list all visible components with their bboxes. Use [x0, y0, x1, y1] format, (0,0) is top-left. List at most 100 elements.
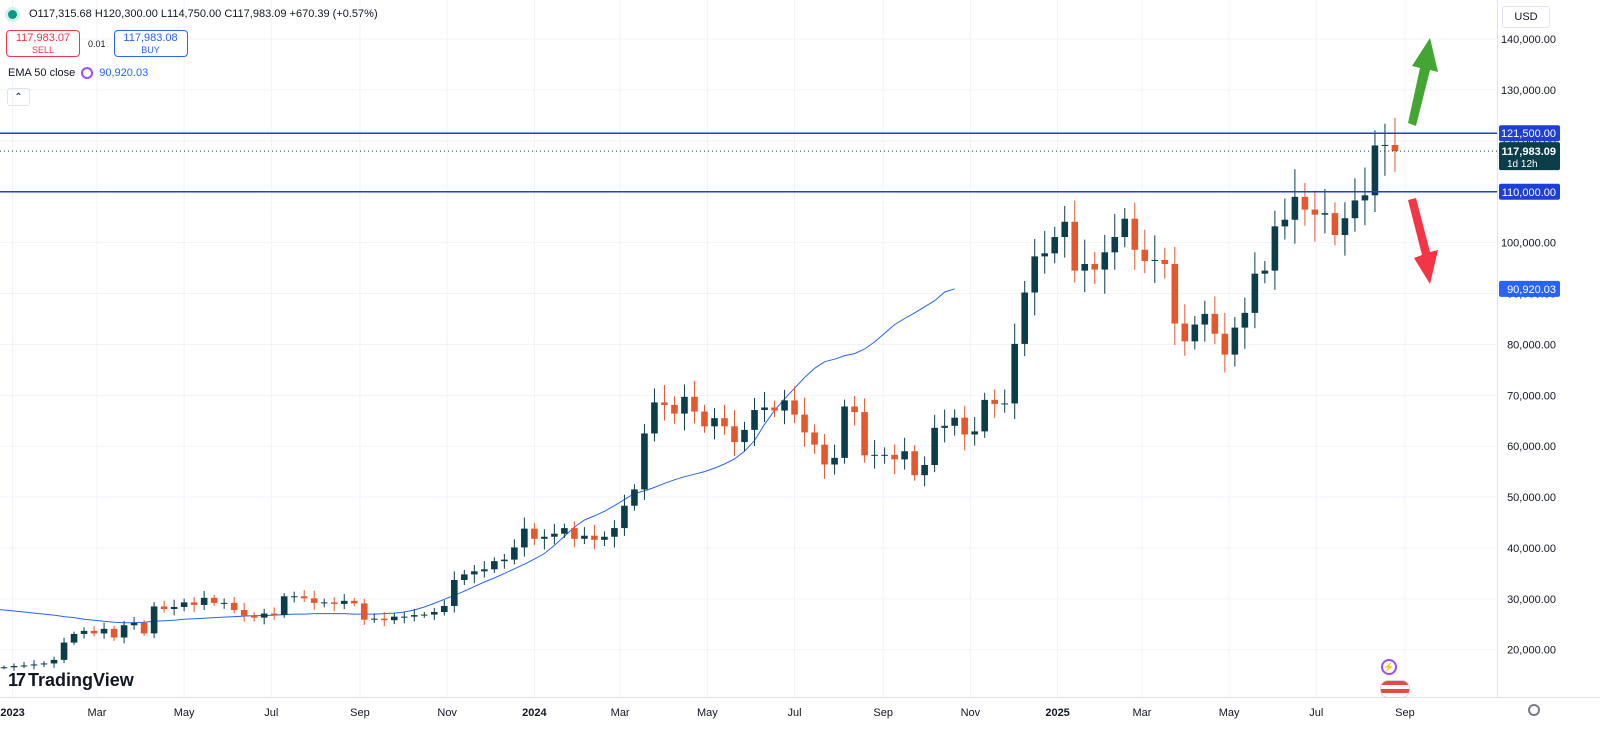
candle-body — [1291, 196, 1299, 220]
candle — [0, 665, 8, 670]
candle-body — [1121, 218, 1129, 238]
candle-body — [531, 528, 538, 539]
price-tick-label: 30,000.00 — [1507, 594, 1556, 606]
ema-legend[interactable]: EMA 50 close 90,920.03 — [8, 67, 148, 79]
candle-body — [1311, 209, 1319, 215]
buy-price: 117,983.08 — [123, 31, 178, 44]
tradingview-logo[interactable]: 17 TradingView — [8, 670, 134, 691]
candle-body — [461, 574, 468, 580]
candle — [1331, 202, 1339, 246]
candle — [651, 388, 658, 442]
arrow-down-annotation — [1408, 198, 1438, 284]
candle — [971, 417, 978, 446]
candle-body — [1071, 221, 1079, 271]
candle-body — [1161, 259, 1169, 265]
candle-body — [921, 464, 928, 476]
candle — [330, 597, 338, 612]
time-tick-label: Jul — [788, 707, 802, 719]
candle — [681, 384, 688, 431]
candle — [1221, 312, 1229, 373]
candle — [901, 437, 908, 470]
candle-body — [881, 454, 888, 456]
candle — [541, 529, 548, 550]
candle-body — [110, 628, 118, 638]
candle — [280, 593, 288, 618]
candle — [1231, 317, 1239, 367]
candle-body — [931, 427, 938, 465]
candle — [410, 608, 418, 622]
candle-body — [911, 451, 918, 476]
candle — [861, 398, 868, 463]
chevron-up-icon: ⌃ — [14, 91, 23, 103]
candle-body — [731, 426, 738, 443]
candle-body — [1061, 221, 1069, 238]
candle — [1141, 229, 1149, 274]
candle-body — [1341, 218, 1349, 236]
price-tick-label: 100,000.00 — [1501, 238, 1556, 250]
currency-selector[interactable]: USD — [1502, 6, 1550, 28]
candle — [441, 600, 448, 616]
candle — [741, 421, 748, 452]
candle-body — [370, 618, 378, 620]
candle-body — [951, 417, 958, 426]
candle-body — [200, 597, 208, 605]
time-tick-label: Sep — [1395, 707, 1415, 719]
candle — [771, 400, 778, 418]
candle — [320, 598, 328, 608]
candle — [511, 539, 518, 565]
candle-body — [811, 432, 818, 445]
time-axis[interactable]: 2023 Mar May Jul Sep Nov 2024 Mar May Jul Sep Nov 20… — [0, 697, 1600, 738]
gear-icon[interactable] — [1528, 704, 1540, 716]
time-tick-label: Jul — [1309, 707, 1323, 719]
candle-body — [1131, 218, 1139, 250]
buy-button[interactable]: 117,983.08 BUY — [113, 30, 188, 57]
tradingview-mark-icon: 17 — [8, 670, 26, 690]
candle — [390, 613, 398, 625]
time-tick-label: 2023 — [0, 707, 24, 719]
candle — [10, 663, 18, 671]
candle-body — [751, 410, 758, 430]
market-status-icon — [8, 9, 17, 19]
candle — [1161, 247, 1169, 279]
candle-body — [441, 605, 448, 613]
candle — [491, 557, 498, 573]
candle-body — [1141, 249, 1149, 261]
candle-body — [451, 579, 458, 606]
us-flag-icon[interactable] — [1380, 680, 1410, 698]
candle — [1031, 239, 1039, 316]
candle-body — [1261, 270, 1269, 274]
candle-body — [300, 596, 308, 599]
candle-body — [621, 505, 628, 529]
candle-body — [511, 547, 518, 560]
lightning-icon[interactable]: ⚡ — [1381, 659, 1397, 675]
candle-body — [1191, 324, 1199, 342]
time-axis-bg — [0, 697, 1600, 738]
candle-body — [651, 402, 658, 434]
candle — [1071, 200, 1079, 283]
candle — [1341, 202, 1349, 256]
price-axis-bg — [1497, 0, 1600, 738]
price-tick-label: 60,000.00 — [1507, 441, 1556, 453]
price-axis[interactable] — [1497, 0, 1600, 738]
candle — [551, 523, 558, 545]
candle-body — [250, 615, 258, 618]
candle-body — [991, 399, 998, 404]
candle — [40, 661, 48, 668]
candle-body — [220, 602, 228, 604]
candle-body — [961, 417, 968, 435]
candle — [1261, 261, 1269, 284]
candle — [120, 620, 128, 644]
candles-layer — [0, 117, 1399, 671]
candle-body — [1041, 253, 1049, 257]
candle — [350, 597, 358, 607]
candle — [721, 404, 728, 435]
candle-body — [90, 630, 98, 634]
candle-body — [1011, 343, 1019, 404]
collapse-legend-button[interactable]: ⌃ — [7, 88, 30, 106]
sell-button[interactable]: 117,983.07 SELL — [6, 30, 80, 57]
time-tick-label: Mar — [87, 707, 106, 719]
candle — [1271, 210, 1279, 290]
candle-body — [1351, 200, 1359, 219]
candle — [1351, 178, 1359, 232]
